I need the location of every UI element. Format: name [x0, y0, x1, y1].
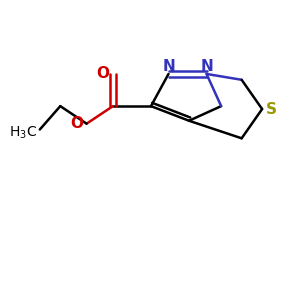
Text: O: O: [70, 116, 83, 131]
Text: O: O: [96, 66, 109, 81]
Text: N: N: [162, 58, 175, 74]
Text: N: N: [200, 58, 213, 74]
Text: H$_3$C: H$_3$C: [9, 124, 37, 141]
Text: S: S: [266, 101, 277, 116]
